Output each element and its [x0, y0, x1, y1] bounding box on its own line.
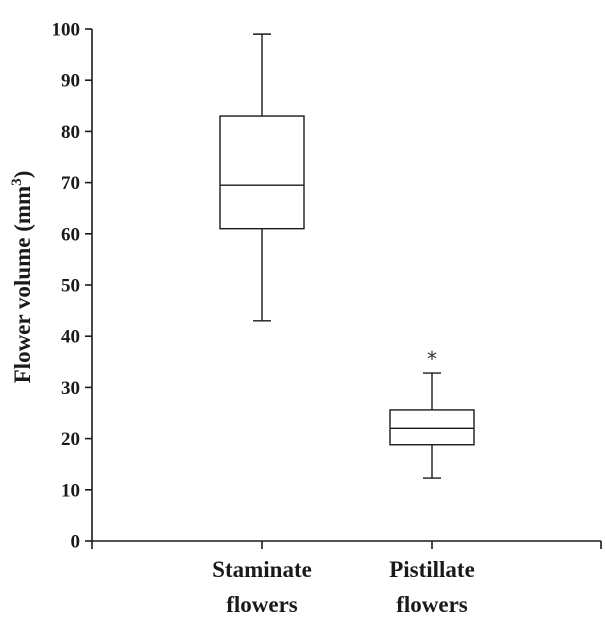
y-axis-label: Flower volume (mm3) — [9, 171, 35, 384]
y-tick-label: 30 — [61, 378, 80, 399]
iqr-box — [219, 115, 305, 230]
box-2: * — [389, 347, 475, 479]
iqr-box — [389, 409, 475, 446]
y-tick-label: 40 — [61, 327, 80, 348]
boxes: * — [219, 33, 475, 479]
x-axis: Staminate flowers Pistillate flowers — [91, 540, 602, 617]
y-tick-label: 60 — [61, 224, 80, 245]
y-tick-label: 20 — [61, 429, 80, 450]
x-category-label-line1: Staminate — [212, 557, 312, 582]
box-1 — [219, 33, 305, 322]
y-tick-label: 70 — [61, 173, 80, 194]
y-axis-label-superscript: 3 — [9, 178, 25, 186]
y-tick-label: 80 — [61, 122, 80, 143]
outlier-marker: * — [427, 347, 437, 371]
y-axis-label-main: Flower volume (mm — [10, 186, 35, 384]
y-tick-label: 90 — [61, 71, 80, 92]
x-category-label-line2: flowers — [226, 592, 298, 617]
y-axis: 0 10 20 30 40 50 60 70 80 90 100 — [52, 20, 93, 553]
y-tick-label: 100 — [52, 20, 81, 41]
y-tick-label: 0 — [71, 532, 81, 553]
y-tick-label: 50 — [61, 276, 80, 297]
y-tick-label: 10 — [61, 480, 80, 501]
x-category-label-line1: Pistillate — [389, 557, 475, 582]
y-axis-label-close: ) — [10, 171, 35, 179]
x-category-label-line2: flowers — [396, 592, 468, 617]
